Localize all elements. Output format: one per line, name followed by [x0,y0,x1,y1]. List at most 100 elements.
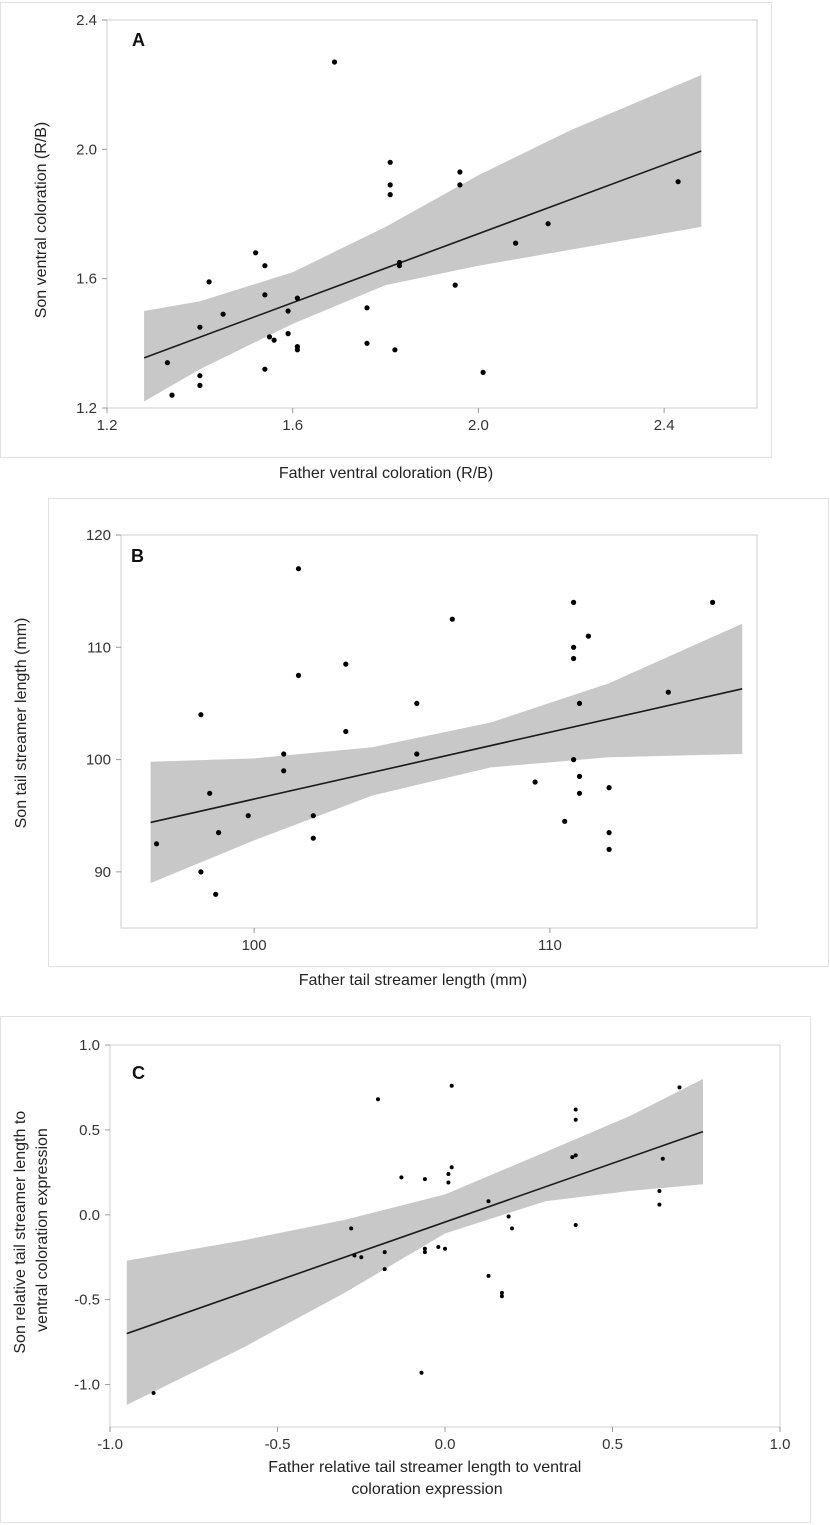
panel-b-data-point [571,655,577,662]
panel-a-data-point [364,305,370,311]
panel-c-data-point [446,1180,451,1185]
panel-c-ticks-layer: -1.0 -0.5 0.0 0.5 1.0 -1.0 -0.5 0.0 0.5 1.0 [74,1037,790,1453]
panel-c-confidence-band [126,1079,704,1405]
panel-c-data-point [349,1226,354,1231]
panel-a-x-tick-label: 2.0 [468,417,489,434]
panel-c-data-point [510,1226,514,1231]
panel-c-data-point [660,1156,665,1161]
panel-c-x-tick-label: 0.0 [435,1436,456,1453]
panel-c-x-axis-title-line-1: Father relative tail streamer length to … [268,1459,581,1476]
panel-b-data-point [585,633,592,639]
panel-a-x-tick-label: 1.6 [282,417,303,434]
panel-c-regression-line [126,1130,704,1335]
panel-b-data-point [576,790,583,796]
panel-a-y-axis-title: Son ventral coloration (R/B) [33,122,50,319]
panel-b-data-point [310,835,316,841]
panel-c-y-axis-title-line-1: Son relative tail streamer length to [12,1111,29,1354]
panel-a-data-point [392,347,398,353]
panel-c-points-layer [151,1083,682,1395]
panel-a-data-point [197,373,203,379]
panel-a-y-tick-label: 2.0 [76,141,97,158]
panel-c-data-point [422,1246,427,1251]
panel-a-data-point [253,250,259,256]
panel-b-data-point [281,768,287,774]
panel-b-data-point [532,779,538,785]
panel-c-data-point [499,1290,504,1295]
panel-b-data-point [576,700,583,707]
panel-a-y-tick-label: 1.6 [76,271,97,288]
panel-c-x-axis-title: Father relative tail streamer length to … [268,1459,585,1498]
panel-b-band-layer [150,623,743,884]
panel-b-ticks-layer: 100 110 90 100 110 120 [86,527,562,954]
panel-a-data-point [480,369,486,375]
panel-c-label: C [132,1063,145,1083]
panel-b-data-point [414,700,420,707]
panel-b-data-point [295,672,302,679]
panel-c-data-point [376,1097,380,1102]
panel-c-data-point [486,1273,491,1278]
panel-b-data-point [343,661,349,667]
panel-b: 100 110 90 100 110 120 B Father tail streamer… [13,498,829,989]
panel-c-data-point [449,1083,454,1088]
panel-a-data-point [364,340,370,346]
panel-c-data-point [419,1370,424,1375]
panel-c-line-layer [126,1130,704,1335]
panel-b-line-layer [150,688,743,824]
panel-c-x-tick-label: 1.0 [770,1436,791,1453]
panel-c-data-point [657,1202,662,1207]
panel-b-data-point [571,757,577,763]
panel-a-line-layer [143,150,702,359]
panel-c-data-point [573,1223,578,1227]
panel-b-data-point [606,846,612,853]
panel-b-data-point [571,599,577,606]
panel-a: 1.2 1.6 2.0 2.4 1.2 1.6 2.0 2.4 A Father ventra… [0,2,772,482]
panel-b-label: B [131,546,144,566]
panel-b-data-point [710,599,716,606]
panel-a-data-point [285,308,291,314]
panel-c-data-point [446,1172,451,1176]
panel-a-y-tick-label: 2.4 [76,12,97,29]
panel-a-data-point [331,59,338,65]
panel-b-data-point [245,813,251,819]
panel-a-points-layer [164,59,681,398]
panel-b-data-point [198,869,204,875]
panel-a-data-point [220,311,226,317]
panel-b-data-point [571,644,577,650]
panel-a-regression-line [143,150,702,359]
panel-c-data-point [449,1165,454,1170]
panel-a-data-point [457,169,463,175]
panel-c-data-point [506,1214,511,1219]
panel-a-data-point [266,334,273,340]
panel-b-data-point [606,785,612,791]
panel-a-data-point [396,263,403,269]
panel-b-data-point [343,728,349,735]
panel-c-x-axis-title-line-2: coloration expression [351,1481,502,1498]
panel-a-label: A [132,30,145,50]
panel-a-data-point [513,240,519,246]
panel-c-data-point [573,1107,578,1112]
panel-c-data-point [573,1117,578,1122]
panel-a-band-layer [144,75,702,402]
panel-b-x-axis-title: Father tail streamer length (mm) [299,972,528,989]
panel-c-data-point [486,1199,491,1204]
panel-c-data-point [422,1250,427,1255]
panel-c-x-tick-label: -1.0 [97,1436,123,1453]
panel-b-data-point [295,566,302,572]
panel-c-data-point [436,1245,441,1249]
panel-c-band-layer [126,1079,704,1405]
panel-b-regression-line [150,688,743,824]
panel-c-data-point [382,1267,387,1272]
panel-a-confidence-band [144,75,702,402]
panel-a-data-point [452,282,458,288]
panel-a-ticks-layer: 1.2 1.6 2.0 2.4 1.2 1.6 2.0 2.4 [76,12,674,434]
panel-c-y-tick-label: 1.0 [79,1037,100,1054]
panel-b-data-point [310,813,316,819]
panel-a-data-point [197,324,203,330]
panel-b-data-point [665,689,671,695]
panel-b-data-point [449,616,455,622]
panel-a-data-point [197,382,203,388]
panel-b-data-point [207,790,213,796]
panel-c-data-point [422,1177,427,1182]
panel-b-data-point [153,841,160,847]
